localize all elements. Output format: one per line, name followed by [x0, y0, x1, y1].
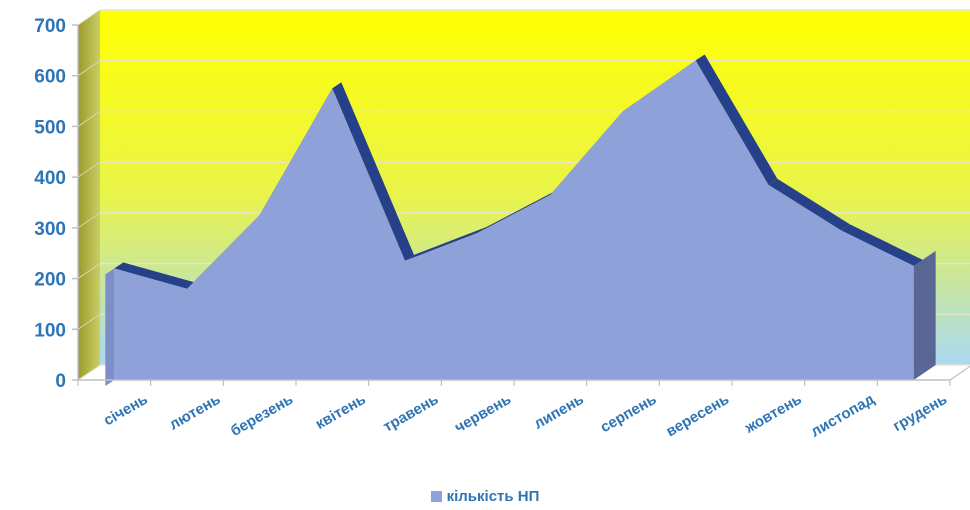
y-tick-label: 100: [34, 320, 66, 341]
area-series: [114, 60, 914, 380]
gridline: [77, 111, 101, 127]
x-tick-label: жовтень: [741, 391, 804, 437]
y-tick-label: 400: [34, 168, 66, 189]
legend-label: кількість НП: [446, 488, 540, 505]
y-tick-label: 600: [34, 67, 66, 88]
area-edge-segment: [477, 188, 560, 233]
area-edge-segment: [695, 54, 778, 185]
legend-swatch: [430, 491, 442, 502]
gridline: [77, 313, 101, 330]
y-tick-label: 0: [55, 371, 66, 392]
y-tick-label: 200: [34, 270, 66, 291]
area-edge-segment: [841, 224, 923, 266]
gridline: [77, 60, 101, 77]
x-tick-label: вересень: [663, 391, 732, 441]
x-tick-label: червень: [452, 391, 514, 437]
x-tick-label: серпень: [598, 391, 660, 436]
x-tick-label: листопад: [808, 391, 878, 441]
y-tick-label: 300: [34, 219, 66, 240]
side-wall: [78, 10, 100, 380]
x-tick-label: січень: [101, 391, 151, 430]
y-tick-label: 500: [34, 117, 66, 138]
area-edge-segment: [768, 178, 850, 231]
area-edge-segment: [405, 226, 487, 261]
area-edge-segment: [332, 82, 414, 261]
x-tick-label: березень: [228, 391, 296, 440]
x-tick-label: липень: [531, 391, 587, 433]
gridline: [77, 212, 101, 229]
x-tick-label: квітень: [313, 391, 369, 433]
area-start-face: [105, 268, 115, 386]
area-end-face: [913, 250, 936, 380]
area-edge-segment: [114, 262, 196, 289]
gridline: [77, 263, 101, 279]
gridline: [77, 161, 101, 178]
x-tick-label: грудень: [890, 391, 950, 435]
x-tick-label: лютень: [166, 391, 223, 434]
gridline: [77, 364, 101, 381]
y-tick-label: 700: [34, 16, 66, 37]
area-chart: 0 100 200 300 400 500 600 700 січень лютень березе…: [34, 9, 970, 441]
gridline: [77, 9, 101, 26]
legend: кількість НП: [0, 488, 970, 507]
x-tick-label: травень: [380, 391, 441, 436]
floor-edge: [949, 365, 970, 381]
